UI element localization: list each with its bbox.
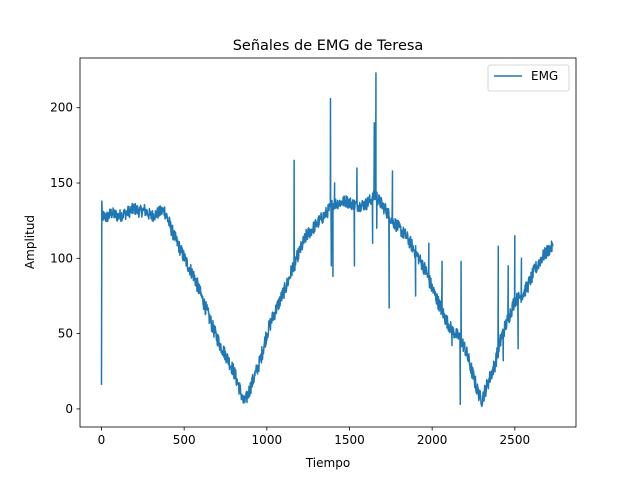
y-tick-label: 50 xyxy=(58,327,73,341)
axes-frame xyxy=(79,57,577,428)
y-tick-label: 100 xyxy=(50,251,73,265)
x-tick-label: 2500 xyxy=(500,433,531,447)
legend-label: EMG xyxy=(531,69,558,83)
y-tick-label: 200 xyxy=(50,101,73,115)
x-axis-title: Tiempo xyxy=(305,456,350,470)
series-line-emg xyxy=(100,72,554,408)
y-tick-label: 150 xyxy=(50,176,73,190)
y-axis-title: Amplitud xyxy=(23,215,37,269)
plot-area: 0 500 1000 1500 2000 2500 0 50 100 150 200 xyxy=(50,57,577,447)
x-tick-label: 500 xyxy=(173,433,196,447)
legend-box xyxy=(487,64,570,92)
x-tick-label: 2000 xyxy=(417,433,448,447)
series-layer xyxy=(100,72,554,408)
x-tick-label: 1000 xyxy=(252,433,283,447)
x-tick-label: 1500 xyxy=(334,433,365,447)
y-axis-ticks: 0 50 100 150 200 xyxy=(50,101,80,416)
chart-title: Señales de EMG de Teresa xyxy=(233,38,424,54)
x-axis-ticks: 0 500 1000 1500 2000 2500 xyxy=(98,427,530,447)
y-tick-label: 0 xyxy=(65,402,73,416)
x-tick-label: 0 xyxy=(98,433,106,447)
legend: EMG xyxy=(487,64,570,92)
